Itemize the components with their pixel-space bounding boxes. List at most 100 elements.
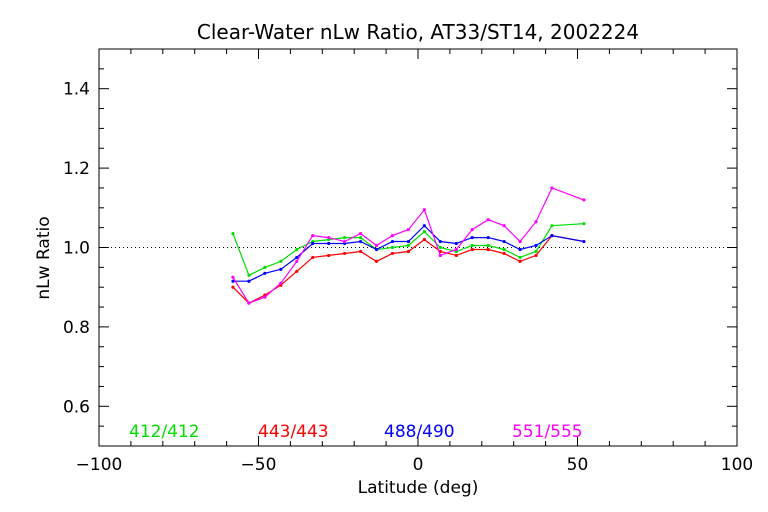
- data-point: [374, 259, 379, 263]
- data-point: [295, 255, 299, 260]
- data-point: [534, 253, 538, 258]
- data-point: [247, 301, 251, 305]
- data-point: [390, 251, 395, 256]
- data-point: [582, 222, 586, 226]
- data-point: [502, 224, 506, 228]
- data-point: [247, 279, 251, 283]
- data-point: [454, 247, 458, 252]
- y-tick-label: 1.2: [63, 159, 90, 179]
- legend-entry: 412/412: [129, 422, 200, 442]
- y-tick-label: 1.0: [63, 239, 90, 259]
- x-tick-label: −100: [76, 455, 123, 475]
- series-group: [231, 186, 586, 305]
- data-point: [358, 232, 363, 236]
- data-point: [358, 249, 363, 254]
- x-tick-label: 100: [721, 455, 753, 475]
- data-point: [438, 245, 442, 250]
- tick-labels: −100 −50 0 50 100 0.6 0.8 1.0 1.2 1.4: [63, 80, 753, 475]
- legend: 412/412 443/443 488/490 551/555: [129, 422, 583, 442]
- data-point: [486, 218, 490, 222]
- data-point: [279, 267, 283, 271]
- data-point: [486, 235, 490, 240]
- data-point: [374, 243, 379, 248]
- series-line: [232, 187, 585, 304]
- data-point: [422, 237, 426, 242]
- chart-title: Clear-Water nLw Ratio, AT33/ST14, 200222…: [197, 20, 639, 44]
- x-tick-label: −50: [241, 455, 277, 475]
- data-point: [470, 228, 474, 232]
- data-point: [295, 259, 299, 263]
- data-point: [470, 243, 474, 248]
- data-point: [231, 232, 235, 236]
- data-point: [231, 275, 235, 279]
- data-point: [327, 241, 331, 246]
- data-point: [406, 243, 411, 248]
- data-point: [231, 285, 235, 289]
- data-point: [343, 235, 347, 240]
- data-point: [534, 220, 538, 224]
- legend-entry: 488/490: [384, 422, 455, 442]
- data-point: [534, 243, 538, 248]
- data-point: [470, 247, 474, 252]
- x-axis-label: Latitude (deg): [358, 478, 479, 498]
- data-point: [327, 253, 331, 258]
- data-point: [327, 235, 331, 240]
- data-point: [582, 239, 586, 244]
- series-line: [233, 224, 585, 282]
- y-tick-label: 1.4: [63, 80, 90, 100]
- data-point: [502, 247, 506, 252]
- axes-ticks: [98, 48, 738, 447]
- data-point: [582, 198, 586, 202]
- data-point: [486, 247, 490, 252]
- data-point: [295, 247, 299, 252]
- data-point: [406, 228, 411, 232]
- data-point: [438, 239, 442, 244]
- data-point: [550, 233, 554, 238]
- data-point: [343, 251, 347, 256]
- data-point: [374, 247, 379, 252]
- data-point: [295, 269, 299, 273]
- data-point: [518, 255, 522, 260]
- data-point: [470, 235, 474, 240]
- data-point: [263, 265, 267, 269]
- y-axis-label: nLw Ratio: [34, 216, 54, 299]
- data-point: [406, 249, 411, 254]
- data-point: [263, 295, 267, 299]
- data-point: [358, 235, 363, 240]
- series-line: [232, 234, 585, 304]
- data-point: [231, 279, 235, 283]
- data-point: [550, 186, 554, 190]
- series-line: [232, 223, 584, 277]
- data-point: [406, 239, 411, 244]
- data-point: [279, 281, 283, 285]
- data-point: [486, 243, 490, 248]
- x-tick-label: 0: [413, 455, 424, 475]
- data-point: [343, 239, 347, 244]
- data-point: [422, 230, 426, 234]
- data-point: [247, 273, 251, 277]
- data-point: [263, 271, 267, 275]
- data-point: [454, 253, 458, 258]
- data-point: [518, 259, 522, 263]
- data-point: [311, 255, 315, 260]
- data-point: [502, 251, 506, 256]
- x-tick-label: 50: [567, 455, 589, 475]
- data-point: [390, 239, 395, 244]
- y-tick-label: 0.8: [63, 318, 90, 338]
- data-point: [502, 239, 506, 244]
- data-point: [311, 233, 315, 238]
- data-point: [534, 249, 538, 254]
- legend-entry: 443/443: [258, 422, 329, 442]
- data-point: [550, 224, 554, 228]
- data-point: [518, 247, 522, 252]
- data-point: [454, 241, 458, 246]
- data-point: [390, 245, 395, 250]
- data-point: [438, 253, 442, 258]
- data-point: [311, 241, 315, 246]
- data-point: [279, 259, 283, 263]
- data-point: [390, 233, 395, 238]
- data-point: [358, 239, 363, 244]
- y-tick-label: 0.6: [63, 397, 90, 417]
